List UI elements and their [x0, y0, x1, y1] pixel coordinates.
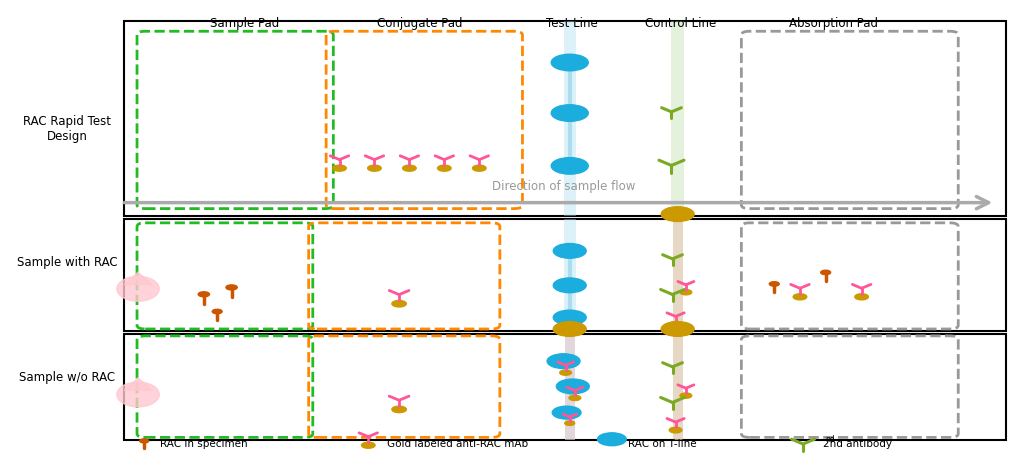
Circle shape	[565, 421, 575, 425]
Text: Control Line: Control Line	[645, 17, 717, 30]
Circle shape	[680, 290, 692, 295]
Circle shape	[769, 282, 780, 286]
Circle shape	[669, 427, 682, 433]
Text: Test Line: Test Line	[546, 17, 598, 30]
Circle shape	[553, 278, 586, 292]
Circle shape	[661, 322, 694, 336]
Bar	[565, 333, 575, 440]
Circle shape	[669, 322, 682, 327]
Bar	[672, 219, 682, 331]
Circle shape	[362, 442, 375, 448]
Circle shape	[140, 439, 149, 443]
Circle shape	[855, 294, 869, 300]
Text: Sample Pad: Sample Pad	[210, 17, 279, 30]
Bar	[672, 333, 682, 440]
Bar	[672, 219, 682, 331]
Circle shape	[680, 393, 692, 398]
Circle shape	[368, 165, 382, 171]
Text: Sample w/o RAC: Sample w/o RAC	[19, 371, 115, 384]
Circle shape	[556, 379, 589, 394]
Circle shape	[392, 300, 406, 307]
Circle shape	[333, 165, 346, 171]
Ellipse shape	[117, 382, 159, 407]
Circle shape	[559, 370, 572, 375]
Text: Gold labeled anti-RAC mAb: Gold labeled anti-RAC mAb	[387, 439, 528, 449]
Circle shape	[437, 165, 451, 171]
Text: Direction of sample flow: Direction of sample flow	[492, 180, 635, 193]
Polygon shape	[124, 378, 152, 390]
Circle shape	[212, 309, 222, 314]
Circle shape	[199, 292, 210, 297]
Circle shape	[552, 406, 581, 419]
Circle shape	[661, 207, 694, 221]
Text: Absorption Pad: Absorption Pad	[789, 17, 878, 30]
Bar	[565, 333, 575, 440]
Circle shape	[402, 165, 416, 171]
Circle shape	[821, 270, 830, 275]
Ellipse shape	[117, 276, 159, 301]
Polygon shape	[124, 272, 152, 285]
Text: 2nd antibody: 2nd antibody	[823, 439, 891, 449]
Text: RAC Rapid Test
Design: RAC Rapid Test Design	[23, 115, 111, 143]
Circle shape	[598, 433, 627, 445]
Bar	[124, 219, 1005, 331]
Circle shape	[793, 294, 807, 300]
Bar	[124, 333, 1005, 440]
Circle shape	[553, 244, 586, 258]
Circle shape	[473, 165, 486, 171]
Circle shape	[551, 105, 588, 121]
Text: RAC on T-line: RAC on T-line	[629, 439, 697, 449]
Circle shape	[225, 285, 237, 290]
Bar	[564, 21, 576, 216]
Bar	[671, 21, 683, 216]
Text: Sample with RAC: Sample with RAC	[17, 256, 118, 269]
Bar	[564, 219, 576, 331]
Circle shape	[553, 310, 586, 325]
Circle shape	[569, 395, 581, 400]
Text: RAC in specimen: RAC in specimen	[159, 439, 247, 449]
Circle shape	[553, 322, 586, 336]
Circle shape	[551, 54, 588, 71]
Bar	[124, 21, 1005, 216]
Bar	[672, 333, 682, 440]
Circle shape	[547, 354, 580, 368]
Circle shape	[392, 406, 406, 412]
Text: Conjugate Pad: Conjugate Pad	[377, 17, 462, 30]
Text: nd: nd	[826, 435, 835, 444]
Circle shape	[551, 158, 588, 174]
